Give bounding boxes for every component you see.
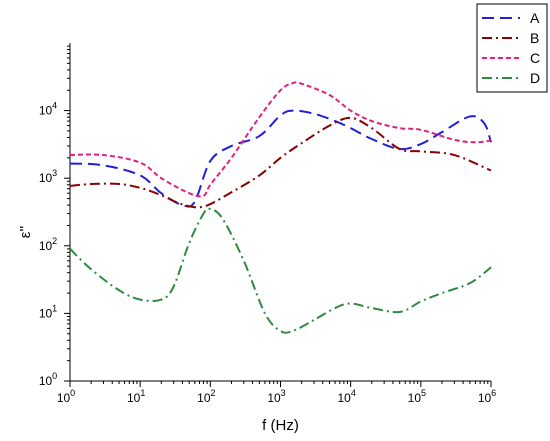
x-tick-label: 101 <box>127 388 145 405</box>
x-tick-label: 105 <box>408 388 426 405</box>
legend-label-b: B <box>530 30 539 46</box>
legend-label-c: C <box>530 50 540 66</box>
series-layer <box>69 81 492 334</box>
x-tick-label: 100 <box>57 388 75 405</box>
x-axis-title: f (Hz) <box>262 417 299 434</box>
series-line-a <box>69 109 492 208</box>
series-line-b <box>69 116 492 209</box>
legend-label-d: D <box>530 70 540 86</box>
legend-label-a: A <box>530 10 540 26</box>
series-line-d <box>69 207 492 334</box>
x-tick-label: 104 <box>337 388 355 405</box>
axes: 100 101 102 103 104 105 106 100 101 102 103 104 <box>39 43 496 405</box>
y-tick-label: 102 <box>39 236 57 253</box>
x-tick-label: 102 <box>197 388 215 405</box>
y-axis-title: ε'' <box>17 226 34 239</box>
x-tick-label: 106 <box>478 388 496 405</box>
series-line-c <box>69 81 492 198</box>
y-tick-label: 101 <box>39 303 57 320</box>
y-tick-label: 103 <box>39 168 57 185</box>
y-tick-label: 104 <box>39 101 57 118</box>
y-tick-label: 100 <box>39 371 57 388</box>
x-tick-label: 103 <box>267 388 285 405</box>
